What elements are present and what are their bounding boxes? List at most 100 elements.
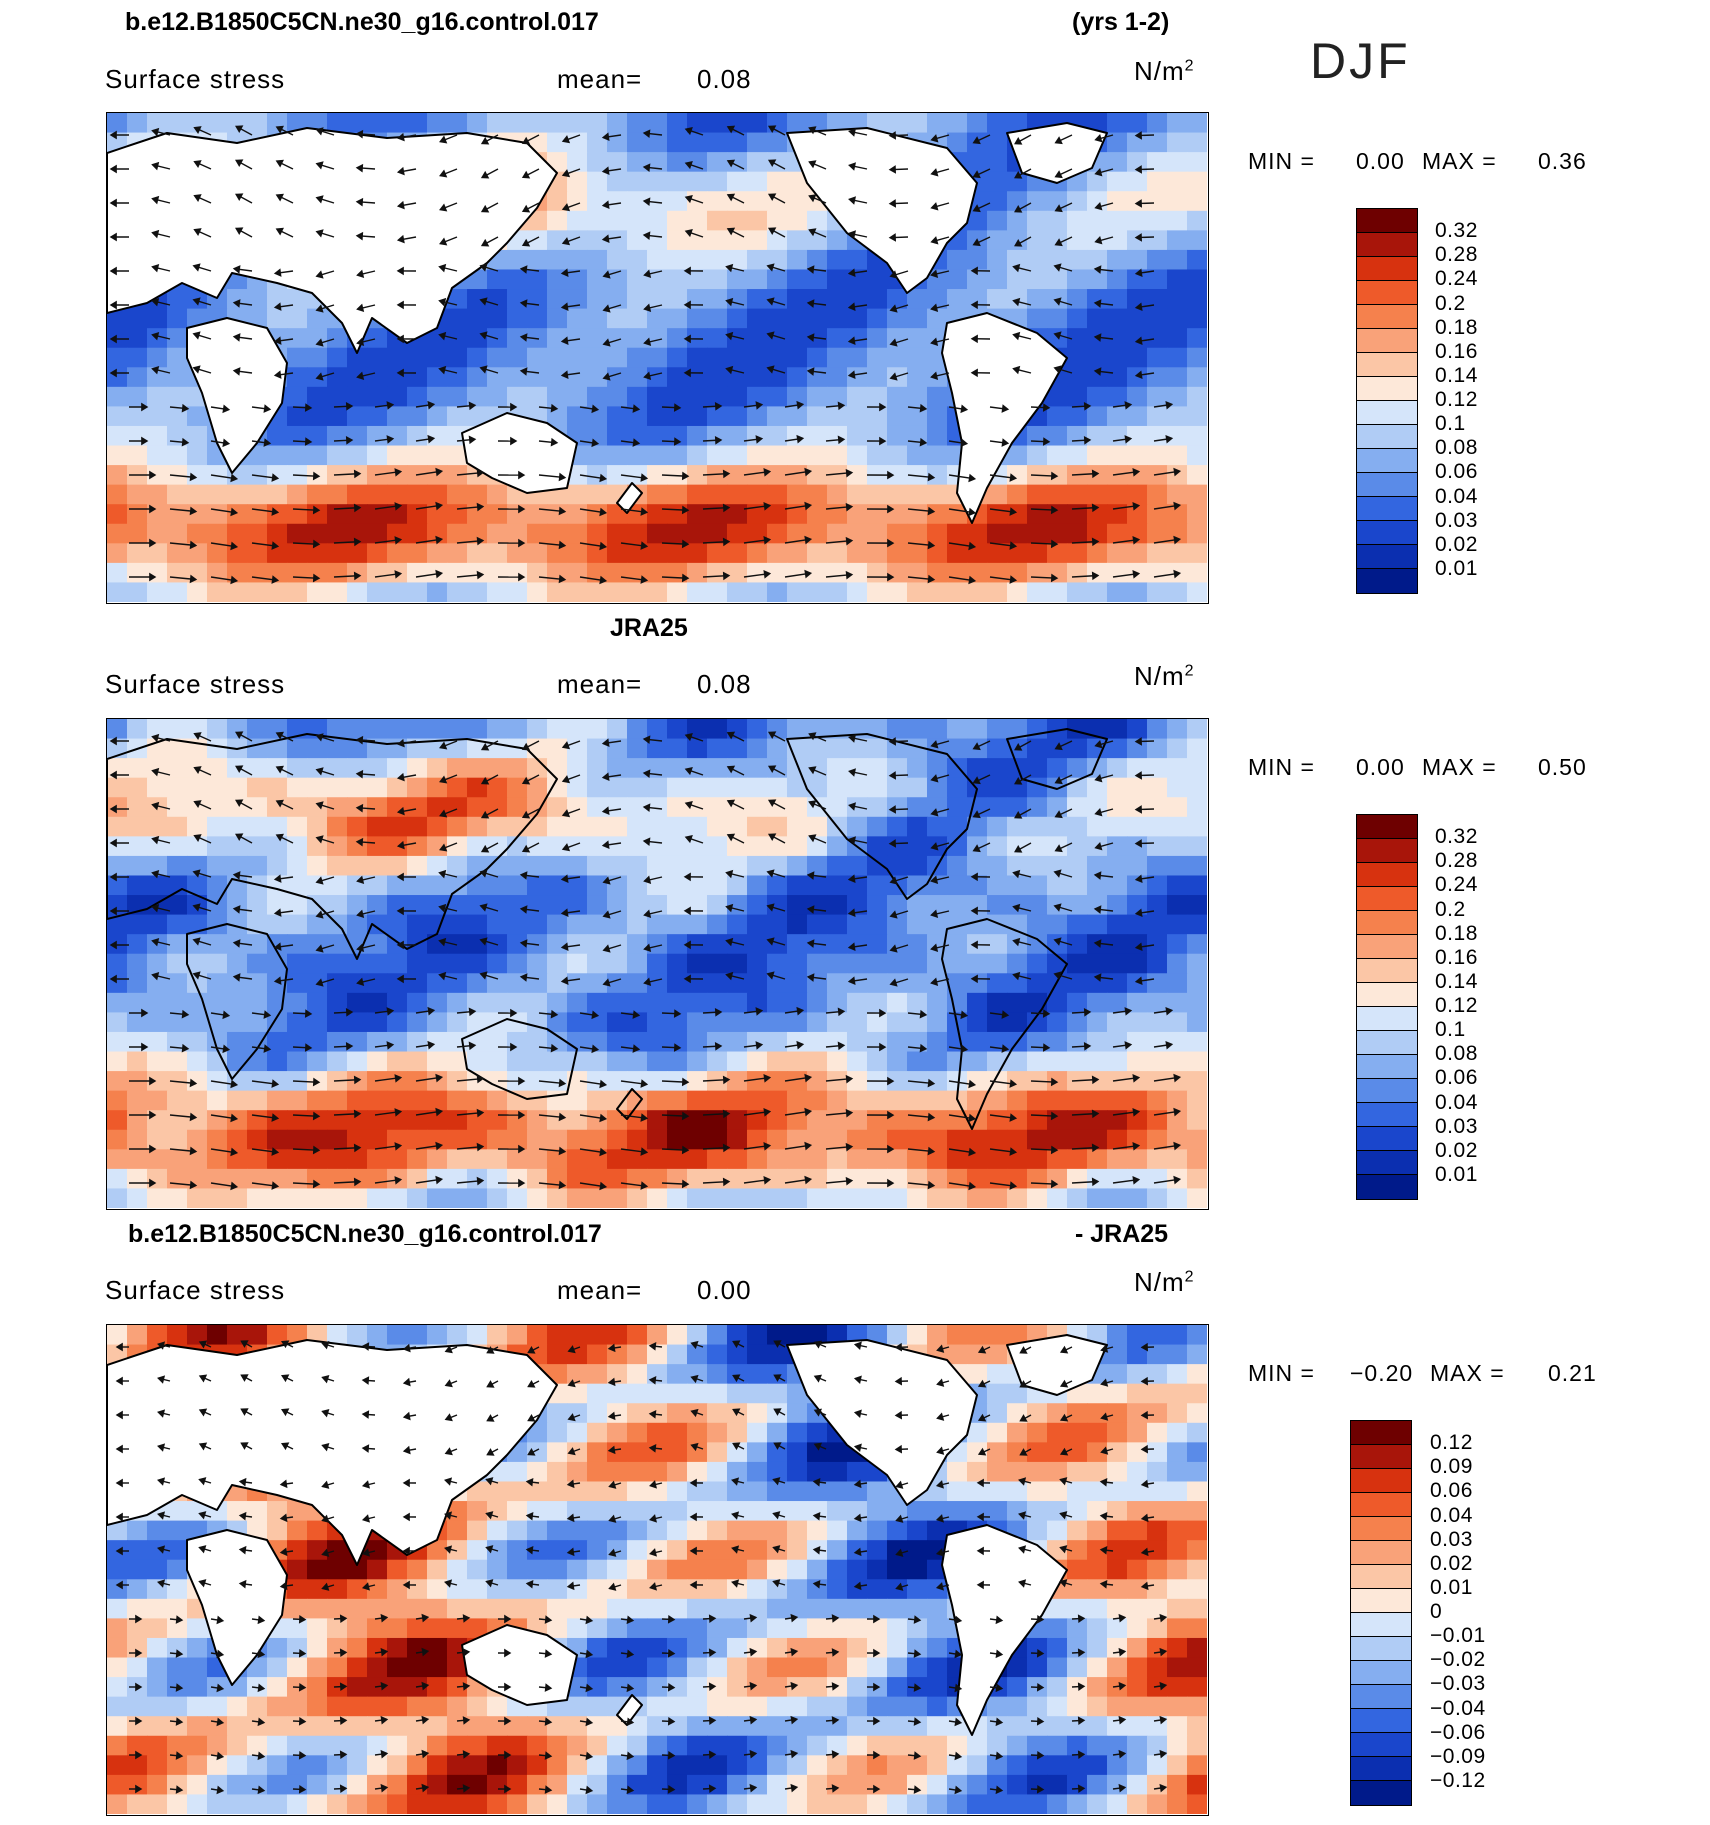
panel2-mean-label: mean= bbox=[557, 669, 643, 699]
panel2-title-center: JRA25 bbox=[610, 614, 688, 642]
colorbar-swatch bbox=[1351, 1613, 1411, 1637]
panel3-min-value: −0.20 bbox=[1350, 1360, 1414, 1386]
panel2-mean-value: 0.08 bbox=[697, 669, 752, 699]
colorbar-tick-label: −0.04 bbox=[1430, 1696, 1486, 1720]
colorbar-tick-label: −0.06 bbox=[1430, 1720, 1486, 1744]
panel1-mean-label: mean= bbox=[557, 64, 643, 94]
colorbar-tick-label: 0.09 bbox=[1430, 1455, 1473, 1479]
colorbar-swatch bbox=[1351, 1445, 1411, 1469]
colorbar-swatch bbox=[1357, 473, 1417, 497]
colorbar-tick-label: 0.06 bbox=[1435, 1066, 1478, 1090]
colorbar-swatch bbox=[1357, 1151, 1417, 1175]
colorbar-tick-label: 0.06 bbox=[1430, 1479, 1473, 1503]
panel3-title-left: b.e12.B1850C5CN.ne30_g16.control.017 bbox=[128, 1220, 602, 1248]
colorbar-tick-label: 0.2 bbox=[1435, 897, 1466, 921]
colorbar-tick-label: 0.12 bbox=[1430, 1431, 1473, 1455]
colorbar-swatch bbox=[1357, 959, 1417, 983]
colorbar-swatch bbox=[1357, 863, 1417, 887]
panel1-min-label: MIN = bbox=[1248, 148, 1315, 174]
panel3-max-label: MAX = bbox=[1430, 1360, 1505, 1386]
colorbar-tick-label: 0.12 bbox=[1435, 994, 1478, 1017]
colorbar-tick-label: −0.02 bbox=[1430, 1648, 1486, 1672]
colorbar-swatch bbox=[1351, 1733, 1411, 1757]
colorbar-tick-label: 0.01 bbox=[1435, 1162, 1478, 1186]
colorbar-swatch bbox=[1357, 1079, 1417, 1103]
colorbar-tick-label: 0.03 bbox=[1435, 508, 1478, 532]
colorbar-swatch bbox=[1357, 815, 1417, 839]
panel3-max-value: 0.21 bbox=[1548, 1360, 1597, 1386]
colorbar-swatch bbox=[1357, 401, 1417, 425]
panel2-units: N/m2 bbox=[1134, 661, 1195, 691]
panel1-min-value: 0.00 bbox=[1356, 148, 1405, 174]
colorbar-swatch bbox=[1357, 257, 1417, 281]
colorbar-swatch bbox=[1357, 449, 1417, 473]
colorbar-swatch bbox=[1357, 281, 1417, 305]
colorbar-tick-label: 0.24 bbox=[1435, 873, 1478, 897]
panel3-min-label: MIN = bbox=[1248, 1360, 1315, 1386]
colorbar-swatch bbox=[1357, 1007, 1417, 1031]
panel2-min-label: MIN = bbox=[1248, 754, 1315, 780]
colorbar-tick-label: 0.08 bbox=[1435, 436, 1478, 460]
colorbar-swatch bbox=[1351, 1685, 1411, 1709]
colorbar-swatch bbox=[1357, 377, 1417, 401]
panel2-map bbox=[106, 718, 1209, 1210]
colorbar-swatch bbox=[1351, 1421, 1411, 1445]
colorbar-swatch bbox=[1357, 425, 1417, 449]
panel2-min-value: 0.00 bbox=[1356, 754, 1405, 780]
colorbar-swatch bbox=[1357, 209, 1417, 233]
colorbar-tick-label: 0.32 bbox=[1435, 219, 1478, 243]
colorbar-swatch bbox=[1351, 1565, 1411, 1589]
panel2-field-label: Surface stress bbox=[105, 669, 286, 699]
colorbar-tick-label: 0.04 bbox=[1430, 1503, 1473, 1527]
colorbar-tick-label: 0.01 bbox=[1435, 556, 1478, 580]
panel1-title-right: (yrs 1-2) bbox=[1072, 8, 1170, 36]
panel3-mean-value: 0.00 bbox=[697, 1275, 752, 1305]
panel3-colorbar bbox=[1350, 1420, 1412, 1806]
colorbar-tick-label: 0.16 bbox=[1435, 945, 1478, 969]
colorbar-swatch bbox=[1357, 305, 1417, 329]
colorbar-swatch bbox=[1357, 887, 1417, 911]
colorbar-tick-label: 0.14 bbox=[1435, 969, 1478, 993]
colorbar-swatch bbox=[1351, 1709, 1411, 1733]
colorbar-tick-label: −0.12 bbox=[1430, 1768, 1486, 1792]
colorbar-tick-label: 0.02 bbox=[1435, 1138, 1478, 1162]
colorbar-tick-label: 0.32 bbox=[1435, 825, 1478, 849]
panel2-colorbar bbox=[1356, 814, 1418, 1200]
colorbar-swatch bbox=[1357, 1055, 1417, 1079]
panel1-field-label: Surface stress bbox=[105, 64, 286, 94]
panel1-max-label: MAX = bbox=[1422, 148, 1497, 174]
panel2-max-label: MAX = bbox=[1422, 754, 1497, 780]
colorbar-swatch bbox=[1357, 1175, 1417, 1199]
colorbar-swatch bbox=[1351, 1517, 1411, 1541]
colorbar-swatch bbox=[1351, 1757, 1411, 1781]
colorbar-tick-label: 0.03 bbox=[1430, 1527, 1473, 1551]
colorbar-tick-label: 0.03 bbox=[1435, 1114, 1478, 1138]
colorbar-tick-label: 0 bbox=[1430, 1600, 1443, 1623]
colorbar-swatch bbox=[1357, 935, 1417, 959]
colorbar-swatch bbox=[1357, 497, 1417, 521]
colorbar-tick-label: 0.1 bbox=[1435, 412, 1466, 436]
season-label: DJF bbox=[1310, 33, 1411, 89]
panel1-title-left: b.e12.B1850C5CN.ne30_g16.control.017 bbox=[125, 8, 599, 36]
colorbar-swatch bbox=[1357, 569, 1417, 593]
colorbar-swatch bbox=[1351, 1469, 1411, 1493]
colorbar-tick-label: 0.01 bbox=[1430, 1575, 1473, 1599]
colorbar-tick-label: 0.12 bbox=[1435, 388, 1478, 411]
colorbar-tick-label: 0.04 bbox=[1435, 484, 1478, 508]
panel3-units: N/m2 bbox=[1134, 1267, 1195, 1297]
panel1-max-value: 0.36 bbox=[1538, 148, 1587, 174]
colorbar-tick-label: 0.2 bbox=[1435, 291, 1466, 315]
colorbar-swatch bbox=[1351, 1589, 1411, 1613]
colorbar-swatch bbox=[1351, 1541, 1411, 1565]
panel1-units: N/m2 bbox=[1134, 56, 1195, 86]
colorbar-swatch bbox=[1351, 1493, 1411, 1517]
colorbar-swatch bbox=[1351, 1781, 1411, 1805]
panel1-colorbar bbox=[1356, 208, 1418, 594]
colorbar-tick-label: 0.06 bbox=[1435, 460, 1478, 484]
panel2-max-value: 0.50 bbox=[1538, 754, 1587, 780]
colorbar-tick-label: 0.02 bbox=[1430, 1551, 1473, 1575]
colorbar-tick-label: 0.28 bbox=[1435, 849, 1478, 873]
colorbar-swatch bbox=[1351, 1637, 1411, 1661]
colorbar-swatch bbox=[1357, 983, 1417, 1007]
colorbar-swatch bbox=[1357, 353, 1417, 377]
